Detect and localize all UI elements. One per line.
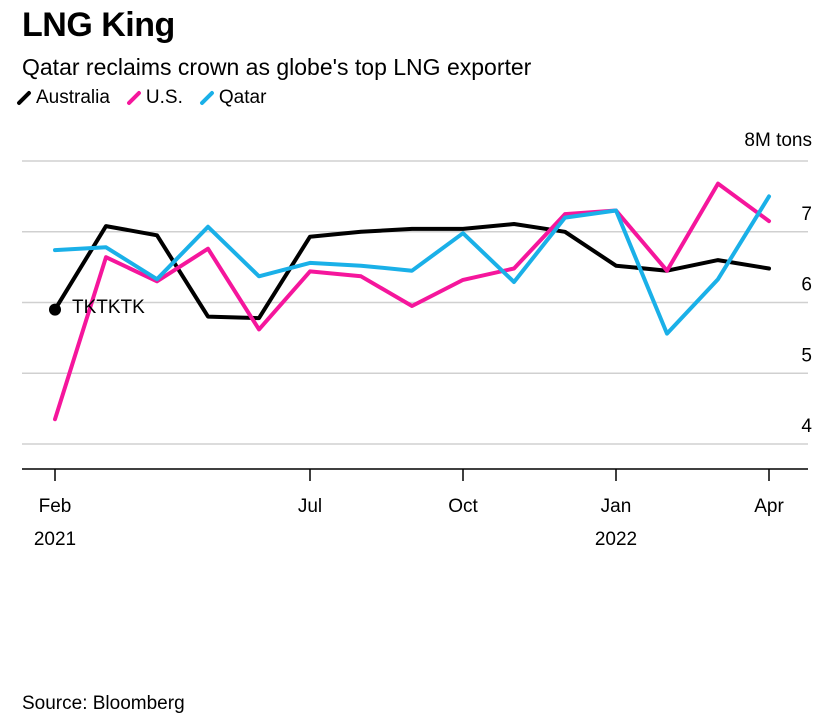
y-tick-label-4: 4 — [801, 416, 812, 437]
x-tick-label-oct: Oct — [448, 496, 478, 517]
x-tick-year-2022: 2022 — [595, 529, 637, 550]
x-tick-label-jan: Jan — [601, 496, 632, 517]
x-axis: Feb 2021 Jul Oct Jan 2022 Apr — [22, 468, 808, 550]
gridlines — [22, 160, 808, 445]
x-tick-label-apr: Apr — [754, 496, 784, 517]
source-note: Source: Bloomberg — [22, 693, 185, 714]
x-tick-label-feb: Feb — [39, 496, 72, 517]
line-chart: Feb 2021 Jul Oct Jan 2022 Apr 4 5 6 7 8M tons TKT… — [22, 130, 812, 550]
chart-title: LNG King — [22, 6, 175, 44]
y-tick-label-6: 6 — [801, 275, 812, 296]
legend-label-australia: Australia — [36, 87, 110, 108]
series-line-us — [53, 181, 771, 422]
legend-item-australia: Australia — [16, 87, 110, 109]
series-line-qatar — [53, 194, 771, 336]
legend-item-qatar: Qatar — [199, 87, 267, 109]
y-tick-label-7: 7 — [801, 204, 812, 225]
y-tick-label-5: 5 — [801, 345, 812, 366]
legend: Australia U.S. Qatar — [16, 87, 267, 109]
x-tick-label-jul: Jul — [298, 496, 322, 517]
x-tick-year-2021: 2021 — [34, 529, 76, 550]
legend-item-us: U.S. — [126, 87, 183, 109]
series-lines — [49, 181, 771, 422]
legend-label-us: U.S. — [145, 87, 183, 108]
legend-label-qatar: Qatar — [218, 87, 267, 108]
y-axis-unit-label: 8M tons — [744, 130, 812, 151]
annotation-label: TKTKTK — [72, 297, 145, 318]
y-axis-labels: 4 5 6 7 — [801, 204, 812, 437]
chart-subtitle: Qatar reclaims crown as globe's top LNG … — [22, 54, 532, 80]
australia-start-marker — [49, 303, 61, 316]
